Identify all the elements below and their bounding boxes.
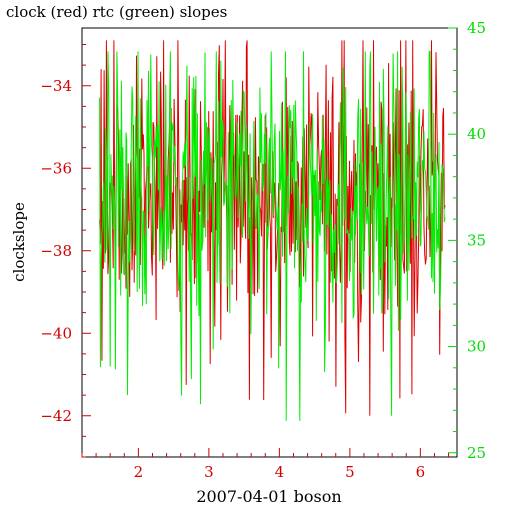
y-right-tick-label: 30	[467, 338, 486, 356]
y-left-tick-label: −40	[40, 324, 72, 342]
y-right-tick-label: 40	[467, 125, 486, 143]
y-left-tick-label: −36	[40, 159, 72, 177]
y-left-tick-label: −38	[40, 242, 72, 260]
y-left-tick-label: −42	[40, 407, 72, 425]
y-right-tick-label: 25	[467, 444, 486, 462]
x-tick-label: 2	[134, 463, 144, 481]
plot-frame	[81, 27, 458, 458]
x-tick-label: 4	[275, 463, 285, 481]
y-left-tick-label: −34	[40, 77, 72, 95]
x-tick-label: 6	[416, 463, 426, 481]
chart-title: clock (red) rtc (green) slopes	[6, 3, 227, 21]
x-tick-label: 5	[345, 463, 355, 481]
y-right-tick-label: 35	[467, 231, 486, 249]
series-layer	[99, 40, 446, 421]
y-axis-label: clockslope	[10, 202, 28, 282]
x-axis-label: 2007-04-01 boson	[196, 487, 341, 506]
x-tick-label: 3	[204, 463, 214, 481]
y-right-tick-label: 45	[467, 19, 486, 37]
series-line-rtc	[99, 50, 446, 421]
